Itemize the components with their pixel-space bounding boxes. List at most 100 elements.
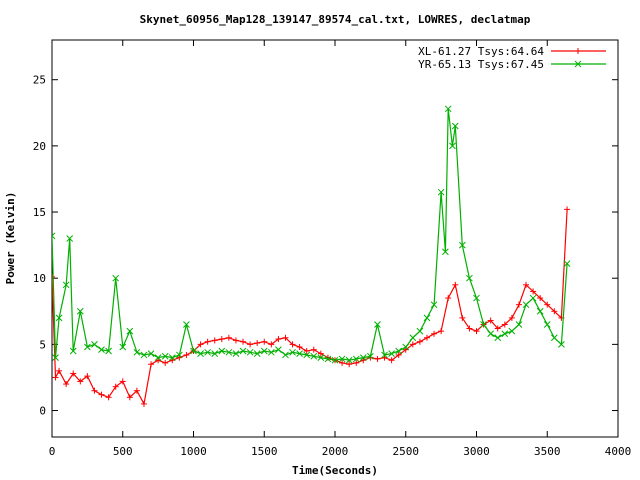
data-point (444, 105, 452, 113)
data-point (240, 338, 247, 345)
data-point (537, 295, 544, 302)
data-point (501, 330, 509, 338)
x-tick-label: 500 (113, 445, 133, 458)
data-point (98, 391, 105, 398)
data-point (260, 347, 268, 355)
data-point (126, 394, 133, 401)
data-point (133, 348, 141, 356)
data-point (126, 327, 134, 335)
data-point (119, 343, 127, 351)
data-point (282, 351, 289, 359)
data-point (98, 346, 105, 354)
data-point (501, 321, 508, 328)
data-point (423, 314, 431, 322)
data-point (303, 347, 310, 354)
data-point (416, 338, 423, 345)
data-point (225, 334, 232, 341)
data-point (317, 350, 324, 357)
data-point (438, 328, 445, 335)
data-point (232, 337, 239, 344)
legend-entry: XL-61.27 Tsys:64.64 (418, 45, 606, 58)
data-point (423, 334, 430, 341)
data-point (346, 361, 353, 368)
data-point (374, 321, 381, 328)
data-point (551, 308, 558, 315)
data-point (190, 347, 197, 355)
y-tick-label: 0 (39, 405, 46, 418)
data-point (161, 352, 169, 360)
y-tick-label: 15 (33, 206, 46, 219)
data-point (211, 350, 219, 357)
legend-label: XL-61.27 Tsys:64.64 (418, 45, 544, 58)
data-point (268, 341, 275, 348)
data-point (431, 330, 438, 337)
data-point (564, 206, 571, 213)
x-tick-label: 1500 (251, 445, 278, 458)
data-point (183, 351, 190, 358)
data-point (480, 321, 487, 328)
series-line (52, 108, 568, 361)
data-point (381, 351, 388, 359)
data-point (52, 232, 56, 240)
data-point (508, 314, 515, 321)
data-point (218, 336, 225, 343)
data-point (494, 334, 502, 342)
data-point (445, 295, 452, 302)
data-point (112, 383, 119, 390)
data-point (466, 274, 473, 282)
data-point (317, 354, 325, 361)
data-point (55, 314, 63, 322)
data-point (543, 321, 551, 328)
data-point (388, 357, 395, 364)
data-point (154, 354, 162, 361)
data-point (56, 367, 63, 374)
data-point (253, 350, 261, 357)
data-point (76, 307, 84, 315)
x-tick-label: 1000 (180, 445, 207, 458)
data-point (289, 341, 296, 348)
data-point (247, 341, 254, 348)
data-point (52, 354, 59, 361)
data-point (275, 336, 282, 343)
data-point (310, 352, 318, 360)
data-point (69, 347, 77, 355)
data-point (77, 378, 84, 385)
legend-marker (575, 48, 581, 54)
data-point (218, 347, 226, 355)
data-point (402, 343, 410, 351)
data-point (296, 344, 303, 351)
x-tick-label: 4000 (605, 445, 632, 458)
data-point (91, 387, 98, 394)
data-point (197, 341, 204, 348)
data-point (345, 356, 353, 364)
data-point (487, 330, 495, 338)
data-point (409, 341, 416, 348)
legend-label: YR-65.13 Tsys:67.45 (418, 58, 544, 71)
data-point (395, 347, 403, 355)
data-point (523, 281, 530, 288)
data-point (261, 338, 268, 345)
data-point (225, 348, 233, 356)
data-point (105, 394, 112, 401)
x-tick-label: 3500 (534, 445, 561, 458)
data-point (62, 281, 70, 289)
data-point (536, 307, 544, 315)
series-2 (52, 105, 571, 364)
data-point (558, 341, 565, 348)
data-point (515, 301, 522, 308)
y-tick-label: 10 (33, 272, 46, 285)
series-layer (52, 105, 571, 407)
data-point (563, 260, 571, 267)
x-tick-label: 2000 (322, 445, 349, 458)
series-line (52, 209, 568, 406)
legend-marker (574, 60, 582, 68)
data-point (452, 281, 459, 288)
data-point (232, 350, 240, 357)
data-point (162, 359, 169, 366)
data-point (522, 301, 530, 309)
data-point (451, 122, 459, 130)
data-point (530, 288, 537, 295)
data-point (442, 248, 449, 256)
x-tick-label: 0 (49, 445, 56, 458)
